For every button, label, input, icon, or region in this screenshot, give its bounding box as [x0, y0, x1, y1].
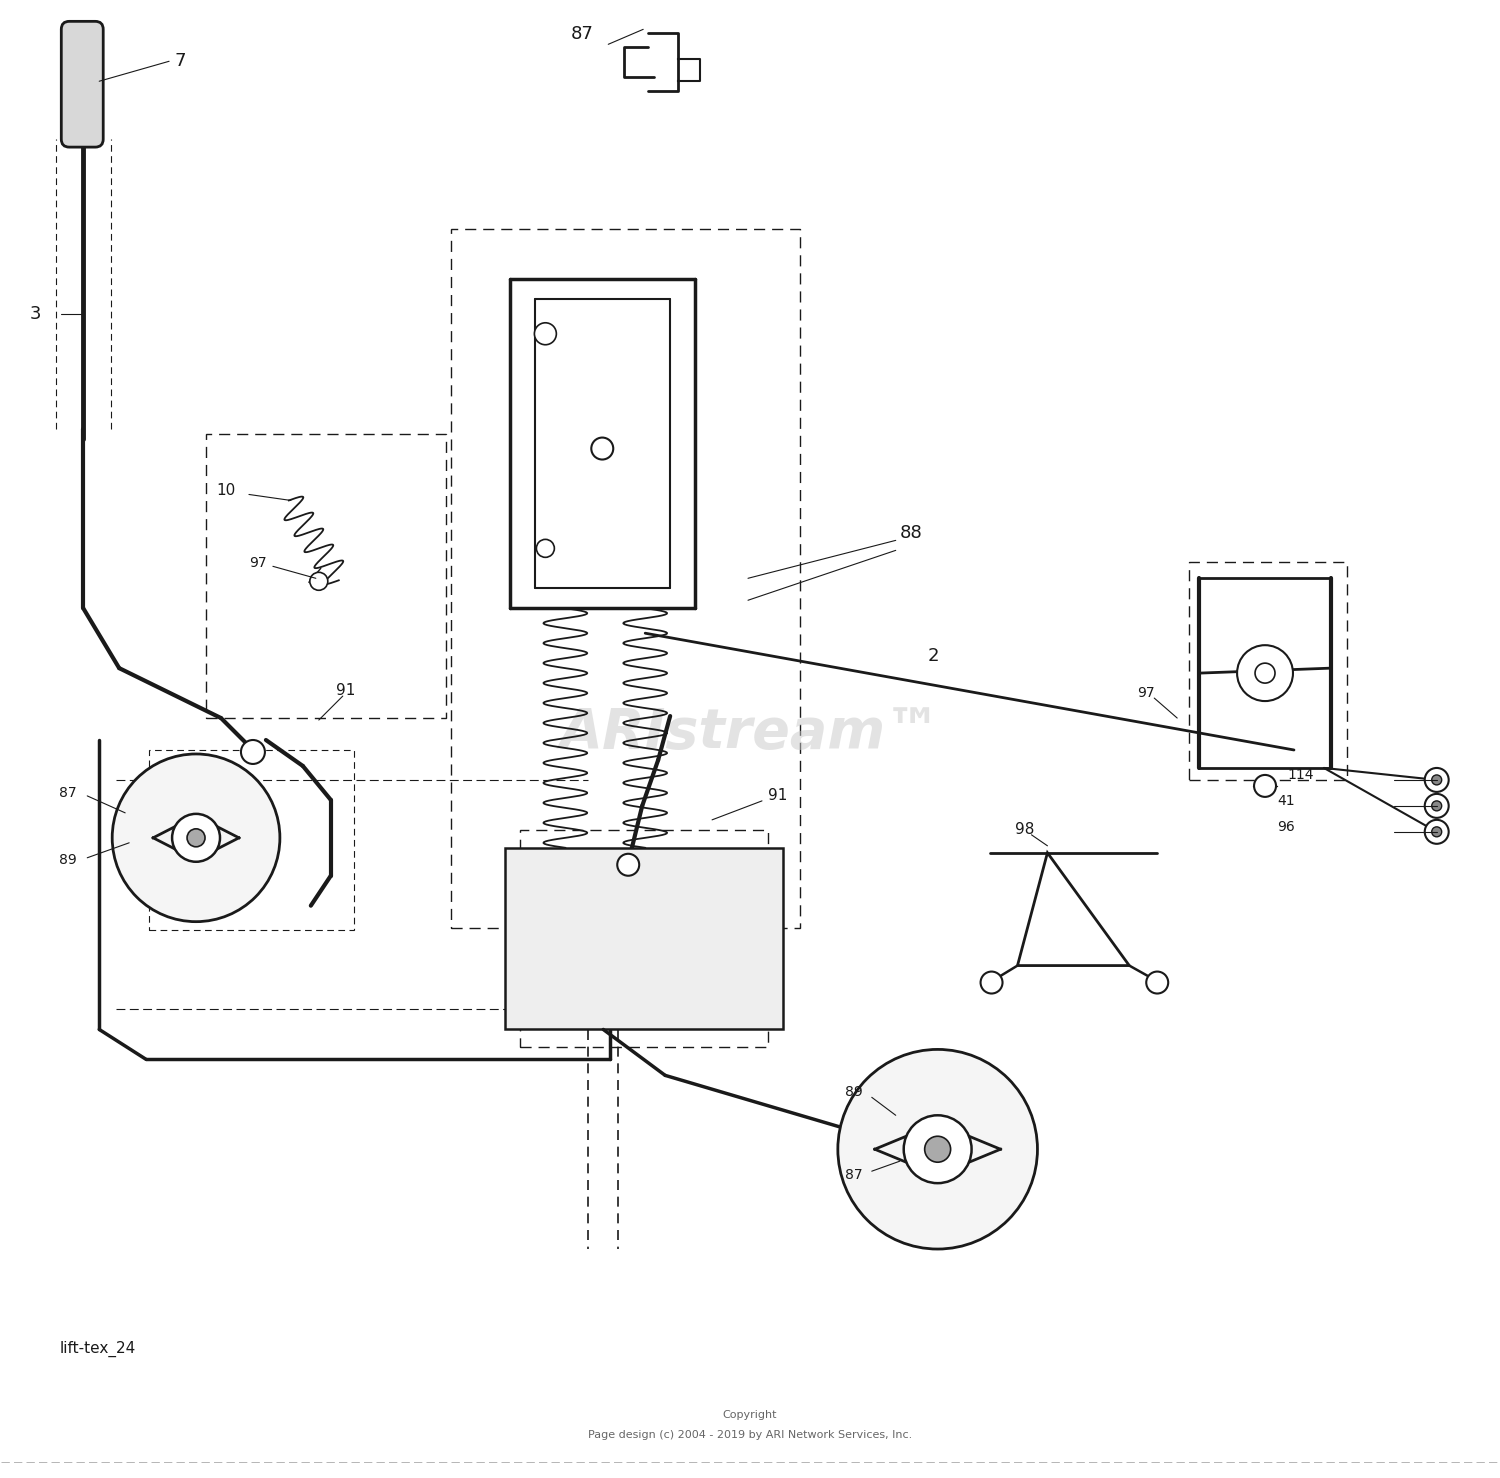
Circle shape [1425, 794, 1449, 817]
Circle shape [1238, 646, 1293, 701]
Text: 114: 114 [1287, 769, 1314, 782]
Circle shape [172, 814, 220, 862]
Circle shape [903, 1116, 972, 1184]
Circle shape [188, 829, 206, 847]
Text: 87: 87 [60, 786, 76, 800]
Bar [206, 433, 446, 718]
Circle shape [537, 539, 555, 557]
Text: 97: 97 [249, 556, 267, 571]
Text: 96: 96 [1276, 820, 1294, 834]
Text: 41: 41 [1276, 794, 1294, 808]
Circle shape [616, 854, 639, 876]
Circle shape [1146, 971, 1168, 993]
Text: Page design (c) 2004 - 2019 by ARI Network Services, Inc.: Page design (c) 2004 - 2019 by ARI Netwo… [588, 1429, 912, 1440]
Circle shape [1431, 826, 1442, 837]
Text: 91: 91 [768, 788, 788, 804]
Circle shape [112, 754, 280, 922]
Text: 87: 87 [844, 1168, 862, 1182]
Circle shape [924, 1137, 951, 1162]
Text: 7: 7 [174, 52, 186, 71]
Text: 2: 2 [927, 647, 939, 665]
Text: 97: 97 [1137, 686, 1155, 701]
Bar [506, 848, 783, 1030]
Circle shape [534, 322, 556, 344]
Circle shape [1256, 664, 1275, 683]
Text: 89: 89 [844, 1085, 862, 1100]
Circle shape [981, 971, 1002, 993]
Text: 87: 87 [570, 25, 592, 43]
Text: Copyright: Copyright [723, 1410, 777, 1420]
Circle shape [1431, 774, 1442, 785]
Text: 98: 98 [1014, 822, 1034, 838]
Circle shape [1425, 820, 1449, 844]
Circle shape [1254, 774, 1276, 797]
Bar [1190, 562, 1347, 780]
Text: 10: 10 [216, 483, 236, 498]
Circle shape [1425, 769, 1449, 792]
FancyBboxPatch shape [62, 21, 104, 148]
Text: 89: 89 [60, 853, 76, 866]
Bar [450, 229, 800, 928]
Text: 3: 3 [30, 304, 40, 322]
Bar [520, 829, 768, 1048]
Circle shape [1431, 801, 1442, 811]
Circle shape [839, 1049, 1038, 1249]
Text: lift-tex_24: lift-tex_24 [60, 1341, 135, 1357]
Circle shape [242, 740, 266, 764]
Text: 91: 91 [336, 683, 356, 698]
Circle shape [310, 572, 328, 590]
Text: 88: 88 [900, 525, 922, 542]
Circle shape [591, 437, 613, 460]
Text: ARIstream™: ARIstream™ [560, 706, 940, 760]
Bar [148, 749, 354, 930]
